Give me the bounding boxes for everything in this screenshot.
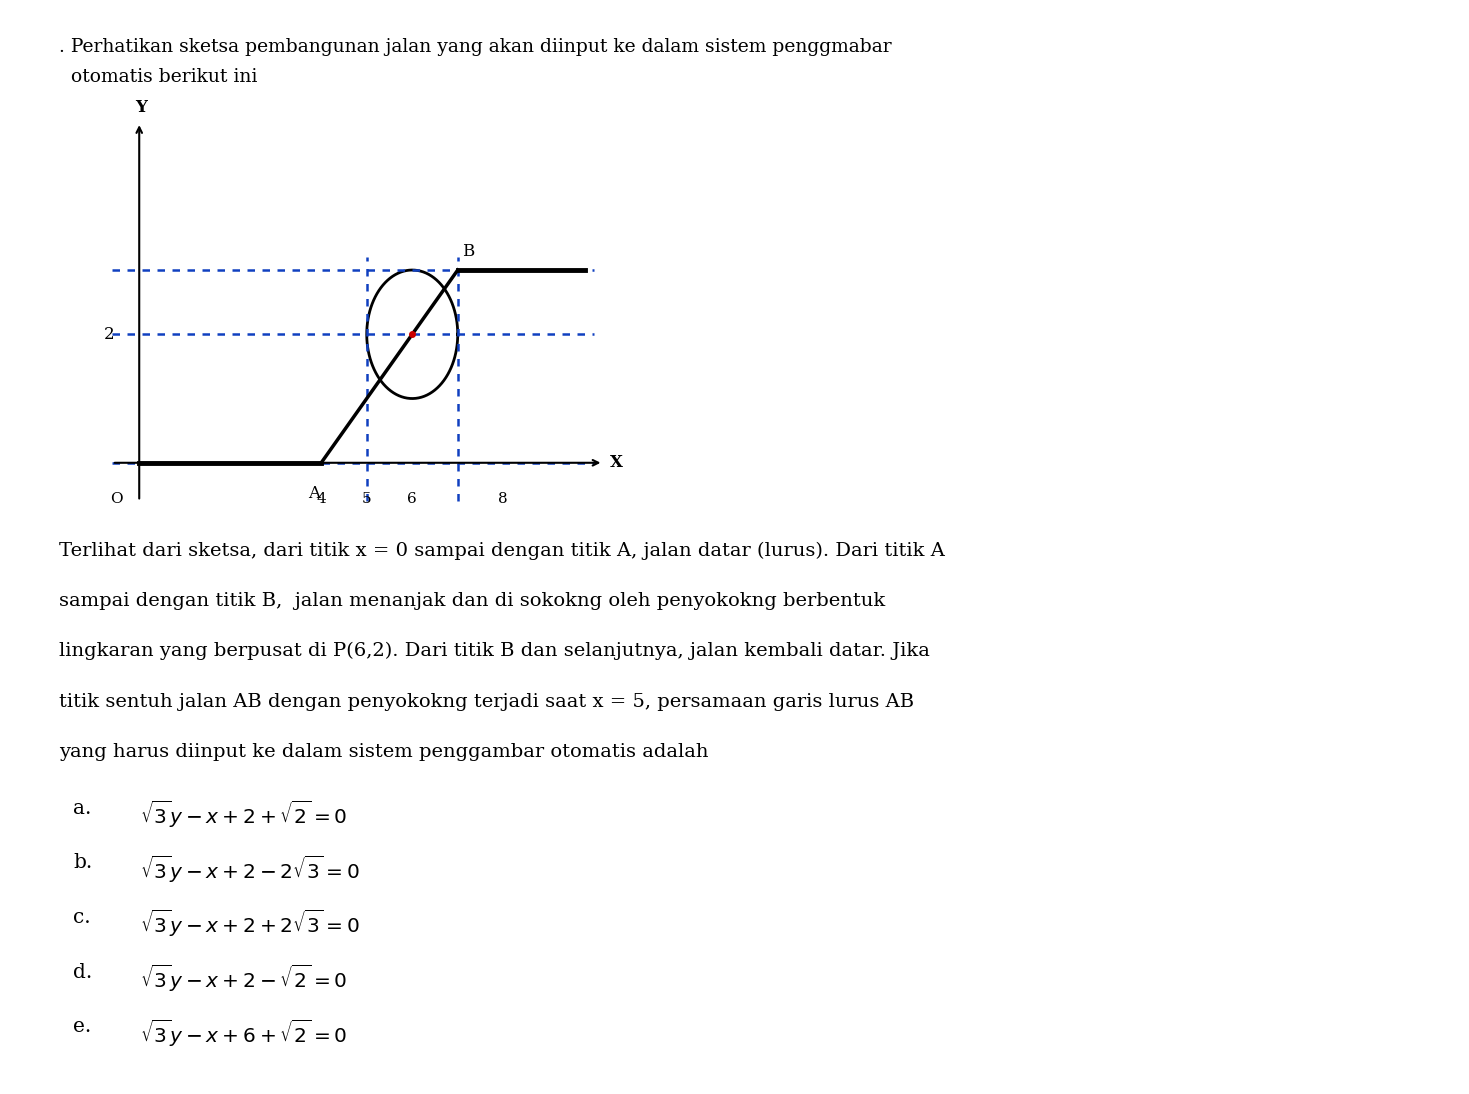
Text: d.: d. bbox=[73, 963, 93, 981]
Text: B: B bbox=[463, 243, 474, 260]
Text: $\sqrt{3}y - x + 2 - \sqrt{2} = 0$: $\sqrt{3}y - x + 2 - \sqrt{2} = 0$ bbox=[140, 963, 347, 994]
Text: yang harus diinput ke dalam sistem penggambar otomatis adalah: yang harus diinput ke dalam sistem pengg… bbox=[59, 743, 708, 760]
Text: 8: 8 bbox=[498, 491, 508, 505]
Text: e.: e. bbox=[73, 1017, 91, 1036]
Text: Y: Y bbox=[135, 98, 147, 116]
Text: $\sqrt{3}y - x + 2 + \sqrt{2} = 0$: $\sqrt{3}y - x + 2 + \sqrt{2} = 0$ bbox=[140, 799, 347, 830]
Text: c.: c. bbox=[73, 908, 91, 927]
Text: titik sentuh jalan AB dengan penyokokng terjadi saat x = 5, persamaan garis luru: titik sentuh jalan AB dengan penyokokng … bbox=[59, 693, 914, 710]
Text: $\sqrt{3}y - x + 2 + 2\sqrt{3} = 0$: $\sqrt{3}y - x + 2 + 2\sqrt{3} = 0$ bbox=[140, 908, 360, 940]
Text: 2: 2 bbox=[104, 326, 115, 342]
Text: O: O bbox=[110, 491, 123, 505]
Text: X: X bbox=[610, 454, 623, 472]
Text: $\sqrt{3}y - x + 2 - 2\sqrt{3} = 0$: $\sqrt{3}y - x + 2 - 2\sqrt{3} = 0$ bbox=[140, 853, 360, 885]
Text: otomatis berikut ini: otomatis berikut ini bbox=[59, 68, 257, 85]
Text: b.: b. bbox=[73, 853, 93, 872]
Text: . Perhatikan sketsa pembangunan jalan yang akan diinput ke dalam sistem penggmab: . Perhatikan sketsa pembangunan jalan ya… bbox=[59, 38, 892, 56]
Text: 5: 5 bbox=[361, 491, 372, 505]
Text: 6: 6 bbox=[407, 491, 417, 505]
Text: a.: a. bbox=[73, 799, 93, 817]
Text: Terlihat dari sketsa, dari titik x = 0 sampai dengan titik A, jalan datar (lurus: Terlihat dari sketsa, dari titik x = 0 s… bbox=[59, 542, 945, 560]
Text: $\sqrt{3}y - x + 6 + \sqrt{2} = 0$: $\sqrt{3}y - x + 6 + \sqrt{2} = 0$ bbox=[140, 1017, 347, 1049]
Text: 4: 4 bbox=[316, 491, 326, 505]
Text: lingkaran yang berpusat di P(6,2). Dari titik B dan selanjutnya, jalan kembali d: lingkaran yang berpusat di P(6,2). Dari … bbox=[59, 642, 930, 661]
Text: sampai dengan titik B,  jalan menanjak dan di sokokng oleh penyokokng berbentuk: sampai dengan titik B, jalan menanjak da… bbox=[59, 592, 884, 609]
Text: A: A bbox=[308, 486, 320, 502]
